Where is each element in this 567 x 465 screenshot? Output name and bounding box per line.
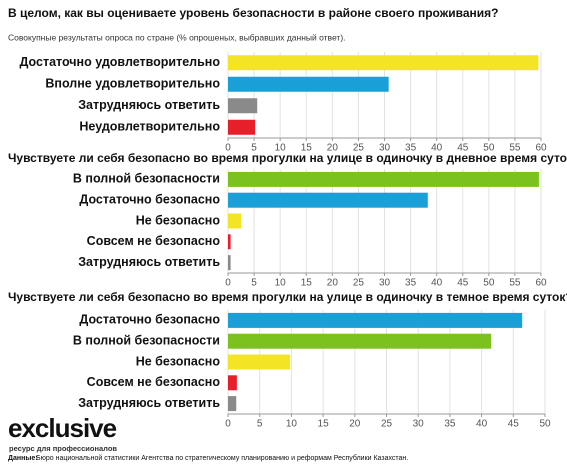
x-tick-label: 20: [327, 278, 339, 289]
bar: [228, 255, 231, 271]
bar: [228, 312, 523, 328]
x-tick-label: 5: [251, 143, 257, 154]
bar: [228, 119, 256, 135]
x-tick-label: 25: [381, 419, 393, 430]
bar: [228, 396, 237, 412]
category-label: В полной безопасности: [73, 333, 220, 347]
bar: [228, 76, 389, 92]
bar: [228, 98, 258, 114]
bar: [228, 375, 237, 391]
x-tick-label: 15: [301, 278, 313, 289]
x-tick-label: 5: [251, 278, 257, 289]
source-label: Данные:: [8, 455, 38, 462]
category-label: Затрудняюсь ответить: [78, 396, 220, 410]
x-tick-label: 30: [379, 278, 391, 289]
x-tick-label: 0: [225, 278, 231, 289]
bar: [228, 354, 291, 370]
x-tick-label: 40: [476, 419, 488, 430]
x-tick-label: 45: [508, 419, 520, 430]
bar: [228, 333, 492, 349]
x-tick-label: 0: [225, 143, 231, 154]
category-label: Затрудняюсь ответить: [78, 98, 220, 112]
bar: [228, 171, 539, 187]
x-tick-label: 55: [509, 143, 521, 154]
x-tick-label: 30: [413, 419, 425, 430]
x-tick-label: 25: [353, 278, 365, 289]
logo: exclusive: [8, 413, 117, 443]
logo-tagline: ресурс для профессионалов: [9, 444, 117, 453]
category-label: Совсем не безопасно: [87, 375, 221, 389]
bar: [228, 55, 539, 71]
x-tick-label: 55: [509, 278, 521, 289]
category-label: Достаточно безопасно: [79, 313, 220, 327]
x-tick-label: 35: [405, 143, 417, 154]
x-tick-label: 0: [225, 419, 231, 430]
x-tick-label: 10: [286, 419, 298, 430]
x-tick-label: 60: [535, 278, 547, 289]
x-tick-label: 25: [353, 143, 365, 154]
x-tick-label: 50: [483, 143, 495, 154]
x-tick-label: 45: [457, 278, 469, 289]
category-label: Достаточно безопасно: [79, 192, 220, 206]
x-tick-label: 40: [431, 278, 443, 289]
chart-subtitle: Совокупные результаты опроса по стране (…: [8, 32, 346, 42]
category-label: Достаточно удовлетворительно: [19, 55, 220, 69]
x-tick-label: 30: [379, 143, 391, 154]
x-tick-label: 45: [457, 143, 469, 154]
x-tick-label: 10: [275, 143, 287, 154]
category-label: Не безопасно: [136, 354, 221, 368]
x-tick-label: 20: [349, 419, 361, 430]
x-tick-label: 35: [444, 419, 456, 430]
category-label: В полной безопасности: [73, 172, 220, 186]
category-label: Неудовлетворительно: [79, 120, 220, 134]
x-tick-label: 40: [431, 143, 443, 154]
chart-title: Чувствуете ли себя безопасно во время пр…: [8, 290, 567, 304]
chart-title: В целом, как вы оцениваете уровень безоп…: [8, 6, 498, 20]
x-tick-label: 5: [257, 419, 263, 430]
x-tick-label: 35: [405, 278, 417, 289]
x-tick-label: 50: [483, 278, 495, 289]
x-tick-label: 15: [301, 143, 313, 154]
x-tick-label: 15: [318, 419, 330, 430]
category-label: Затрудняюсь ответить: [78, 255, 220, 269]
source-text: Бюро национальной статистики Агентства п…: [36, 454, 408, 462]
x-tick-label: 20: [327, 143, 339, 154]
bar: [228, 192, 428, 208]
x-tick-label: 50: [539, 419, 551, 430]
bar: [228, 234, 231, 250]
category-label: Совсем не безопасно: [87, 234, 221, 248]
category-label: Вполне удовлетворительно: [45, 77, 220, 91]
category-label: Не безопасно: [136, 213, 221, 227]
chart-title: Чувствуете ли себя безопасно во время пр…: [8, 151, 567, 165]
x-tick-label: 60: [535, 143, 547, 154]
x-tick-label: 10: [275, 278, 287, 289]
bar: [228, 213, 242, 229]
